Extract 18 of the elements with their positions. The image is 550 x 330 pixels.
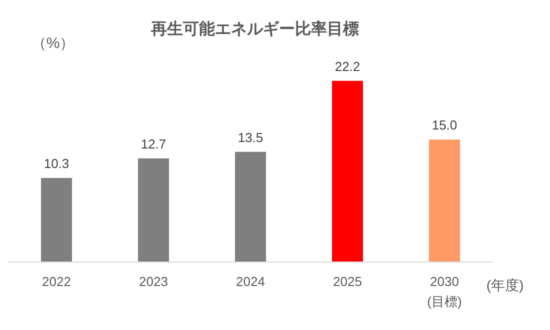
bar	[138, 158, 169, 262]
x-tick-label: 2030 (目標)	[427, 274, 462, 309]
bar	[429, 140, 460, 262]
bar	[235, 152, 266, 262]
x-tick-label: 2023	[139, 274, 168, 289]
data-label: 12.7	[140, 136, 166, 152]
data-label: 15.0	[432, 118, 458, 133]
bar	[332, 80, 363, 262]
chart-title: 再生可能エネルギー比率目標	[150, 19, 359, 38]
data-label: 13.5	[238, 130, 264, 145]
data-label: 22.2	[334, 58, 360, 74]
x-axis-title: (年度)	[486, 277, 524, 293]
bar	[41, 178, 72, 262]
x-tick-label: 2025	[333, 274, 362, 289]
y-axis-title: （%）	[31, 35, 75, 52]
data-label: 10.3	[44, 156, 70, 171]
x-tick-label: 2022	[42, 274, 71, 289]
x-tick-label: 2024	[236, 274, 265, 289]
